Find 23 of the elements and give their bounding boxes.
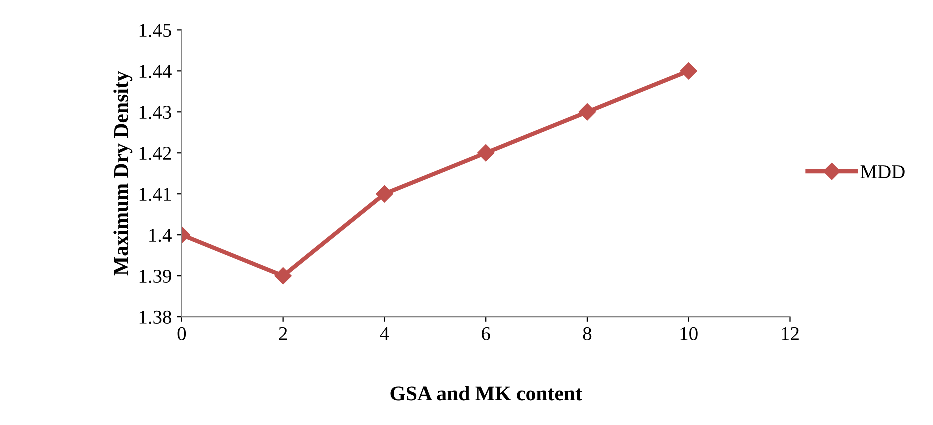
x-tick-label: 8 xyxy=(583,327,592,340)
y-tick-label: 1.43 xyxy=(140,106,172,120)
point xyxy=(680,62,698,80)
y-axis-title: Maximum Dry Density xyxy=(114,71,133,276)
y-tick-label: 1.39 xyxy=(140,270,172,284)
x-tick-label: 10 xyxy=(680,327,698,340)
point xyxy=(478,144,495,162)
x-tick-label: 6 xyxy=(482,327,490,340)
y-tick-label: 1.41 xyxy=(140,188,172,202)
y-tick-label: 1.38 xyxy=(140,310,172,324)
y-tick-label: 1.44 xyxy=(140,65,172,78)
y-tick-label: 1.42 xyxy=(140,146,172,160)
y-tick-label: 1.45 xyxy=(140,24,172,38)
x-tick-label: 4 xyxy=(380,327,390,340)
legend-label: MDD xyxy=(860,166,905,178)
y-tick-label: 1.4 xyxy=(150,228,172,242)
point xyxy=(274,268,292,285)
x-tick-label: 0 xyxy=(178,327,186,340)
x-tick-label: 12 xyxy=(782,327,799,340)
point xyxy=(578,104,596,121)
x-tick-label: 2 xyxy=(279,327,288,340)
x-axis-title: GSA and MK content xyxy=(390,386,582,401)
point xyxy=(376,186,394,203)
